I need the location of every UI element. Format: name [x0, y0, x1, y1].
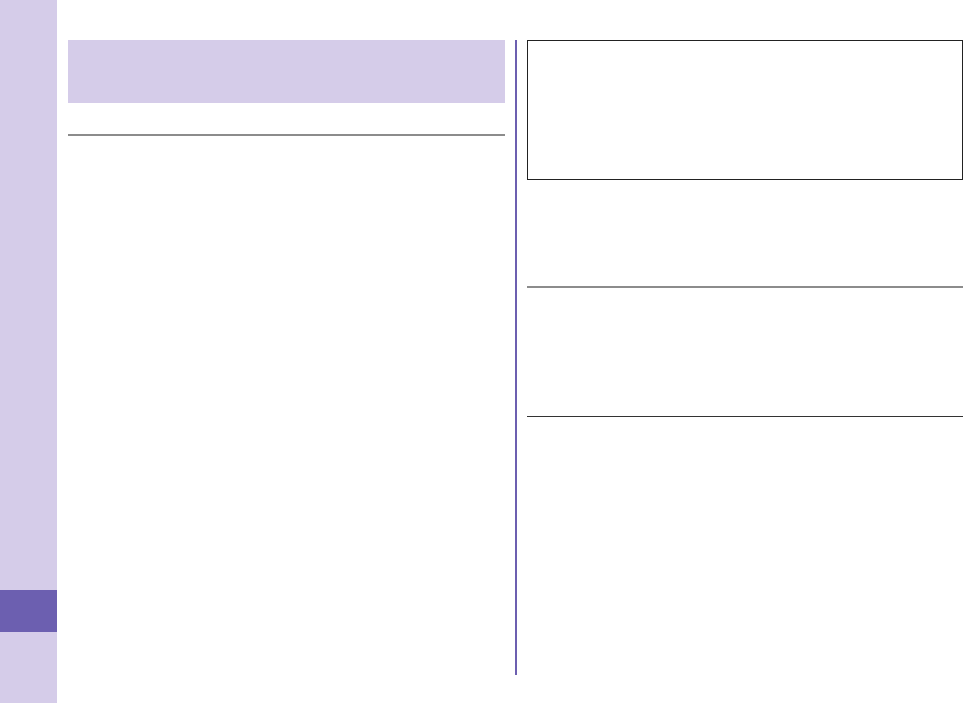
right-divider-rule-2	[527, 416, 963, 417]
column-divider	[515, 40, 517, 675]
left-divider-rule	[68, 134, 505, 136]
section-header-band	[68, 40, 505, 103]
right-divider-rule	[527, 286, 963, 288]
sidebar-active-tab[interactable]	[0, 590, 57, 632]
note-box	[527, 40, 963, 180]
sidebar	[0, 0, 57, 703]
